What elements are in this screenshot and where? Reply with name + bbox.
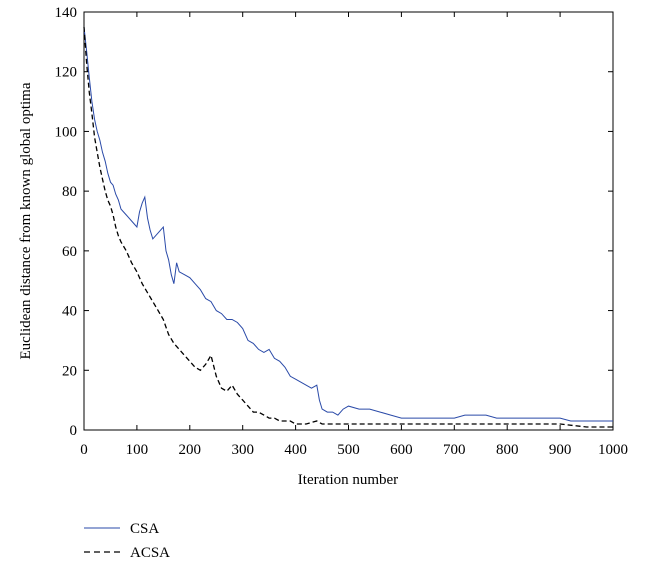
y-ticks: 0 20 40 60 80 100 120 140	[55, 5, 613, 439]
x-tick-label: 500	[337, 442, 360, 458]
y-tick-label: 100	[55, 124, 78, 140]
x-tick-label: 1000	[598, 442, 628, 458]
legend-label-csa: CSA	[130, 521, 159, 537]
y-tick-label: 20	[62, 363, 77, 379]
y-tick-label: 120	[55, 65, 78, 81]
x-axis-label: Iteration number	[298, 472, 398, 488]
x-tick-label: 700	[443, 442, 466, 458]
series-line-csa	[83, 26, 613, 422]
x-tick-label: 900	[549, 442, 572, 458]
y-tick-label: 140	[55, 5, 78, 21]
y-axis-label: Euclidean distance from known global opt…	[18, 82, 34, 359]
x-tick-label: 100	[126, 442, 149, 458]
x-tick-label: 800	[496, 442, 519, 458]
x-ticks: 0 100 200 300 400 500 600 700 800 900 1000	[80, 12, 628, 458]
y-tick-label: 0	[70, 423, 78, 439]
x-tick-label: 400	[284, 442, 307, 458]
x-tick-label: 200	[179, 442, 202, 458]
x-tick-label: 0	[80, 442, 88, 458]
y-tick-label: 40	[62, 304, 77, 320]
series-line-acsa	[83, 26, 613, 428]
series-layer	[83, 26, 613, 428]
x-tick-label: 300	[231, 442, 254, 458]
y-tick-label: 60	[62, 244, 77, 260]
legend-label-acsa: ACSA	[130, 545, 170, 561]
plot-area	[83, 11, 614, 431]
legend: CSA ACSA	[84, 521, 170, 561]
x-tick-label: 600	[390, 442, 413, 458]
y-tick-label: 80	[62, 184, 77, 200]
